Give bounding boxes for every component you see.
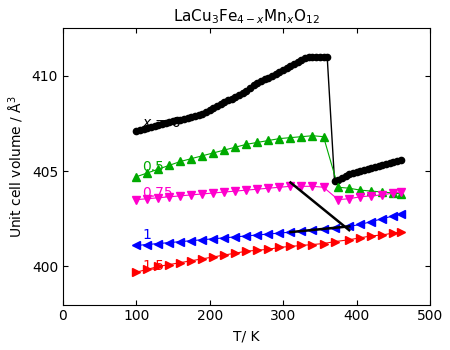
Y-axis label: Unit cell volume / Å$^3$: Unit cell volume / Å$^3$ — [7, 95, 26, 238]
X-axis label: T/ K: T/ K — [233, 329, 260, 343]
Title: LaCu$_3$Fe$_{4-x}$Mn$_x$O$_{12}$: LaCu$_3$Fe$_{4-x}$Mn$_x$O$_{12}$ — [173, 7, 320, 26]
Text: 0.5: 0.5 — [142, 160, 164, 174]
Text: 0.75: 0.75 — [142, 186, 173, 200]
Text: 1.5: 1.5 — [142, 259, 164, 273]
Text: $x$ = 0: $x$ = 0 — [142, 116, 181, 130]
Text: 1: 1 — [142, 228, 151, 242]
